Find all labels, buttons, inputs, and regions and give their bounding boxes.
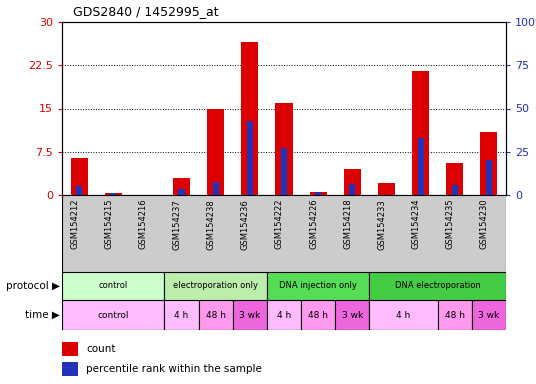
Bar <box>412 71 429 195</box>
Bar <box>62 362 78 376</box>
Bar <box>418 138 423 195</box>
Bar <box>486 161 492 195</box>
Text: 48 h: 48 h <box>445 311 465 319</box>
Text: time ▶: time ▶ <box>25 310 60 320</box>
Bar <box>310 192 327 195</box>
Bar <box>446 163 463 195</box>
Bar <box>62 195 506 272</box>
Bar <box>62 272 165 300</box>
Bar <box>241 42 258 195</box>
Bar <box>62 300 165 330</box>
Text: GSM154212: GSM154212 <box>70 199 79 249</box>
Bar <box>301 300 335 330</box>
Text: DNA injection only: DNA injection only <box>279 281 357 291</box>
Text: GSM154216: GSM154216 <box>138 199 147 250</box>
Bar <box>344 169 361 195</box>
Bar <box>315 192 321 195</box>
Text: control: control <box>98 311 129 319</box>
Bar <box>267 272 369 300</box>
Text: GSM154233: GSM154233 <box>377 199 386 250</box>
Bar <box>276 103 293 195</box>
Bar <box>207 109 224 195</box>
Text: 3 wk: 3 wk <box>341 311 363 319</box>
Text: GSM154235: GSM154235 <box>446 199 455 250</box>
Text: GDS2840 / 1452995_at: GDS2840 / 1452995_at <box>73 5 218 18</box>
Bar <box>267 300 301 330</box>
Bar <box>165 272 267 300</box>
Text: GSM154222: GSM154222 <box>275 199 284 249</box>
Text: 3 wk: 3 wk <box>239 311 260 319</box>
Bar <box>105 193 122 195</box>
Text: GSM154238: GSM154238 <box>207 199 215 250</box>
Bar <box>76 186 82 195</box>
Bar <box>247 121 253 195</box>
Text: electroporation only: electroporation only <box>173 281 258 291</box>
Bar <box>199 300 233 330</box>
Text: GSM154234: GSM154234 <box>412 199 421 250</box>
Text: GSM154236: GSM154236 <box>241 199 250 250</box>
Text: 4 h: 4 h <box>397 311 411 319</box>
Bar <box>213 182 219 195</box>
Bar <box>110 193 116 195</box>
Bar <box>480 132 497 195</box>
Text: protocol ▶: protocol ▶ <box>6 281 60 291</box>
Text: 48 h: 48 h <box>308 311 328 319</box>
Bar <box>178 189 184 195</box>
Bar <box>438 300 472 330</box>
Bar <box>62 342 78 356</box>
Text: 4 h: 4 h <box>277 311 291 319</box>
Text: 48 h: 48 h <box>206 311 226 319</box>
Text: DNA electroporation: DNA electroporation <box>395 281 481 291</box>
Bar <box>378 184 395 195</box>
Text: 4 h: 4 h <box>174 311 189 319</box>
Bar <box>281 148 287 195</box>
Bar <box>335 300 369 330</box>
Text: 3 wk: 3 wk <box>478 311 500 319</box>
Bar <box>369 300 438 330</box>
Bar <box>173 178 190 195</box>
Bar <box>71 157 87 195</box>
Bar <box>165 300 199 330</box>
Text: GSM154237: GSM154237 <box>173 199 182 250</box>
Text: GSM154230: GSM154230 <box>480 199 489 250</box>
Text: GSM154215: GSM154215 <box>104 199 113 249</box>
Bar <box>349 184 355 195</box>
Text: count: count <box>86 344 116 354</box>
Bar <box>233 300 267 330</box>
Bar <box>472 300 506 330</box>
Text: control: control <box>99 281 128 291</box>
Text: percentile rank within the sample: percentile rank within the sample <box>86 364 262 374</box>
Text: GSM154218: GSM154218 <box>343 199 352 250</box>
Bar <box>452 185 458 195</box>
Text: GSM154226: GSM154226 <box>309 199 318 250</box>
Bar <box>369 272 506 300</box>
